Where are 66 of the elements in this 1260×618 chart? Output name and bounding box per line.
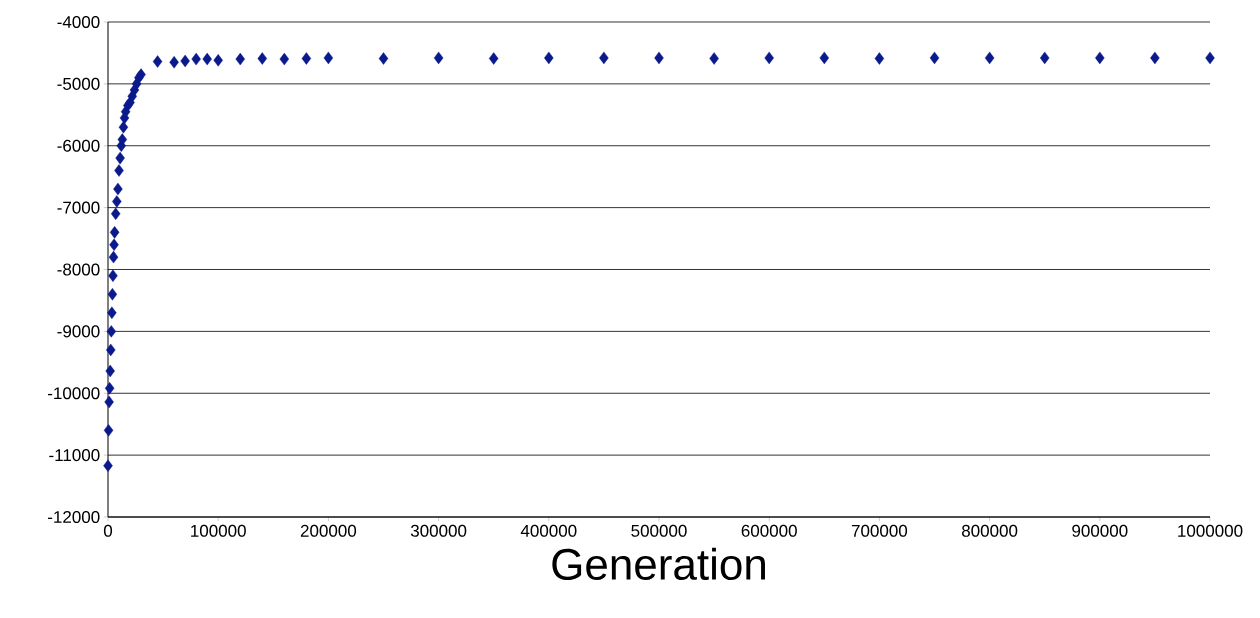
point: [103, 459, 113, 472]
point: [105, 364, 115, 378]
point: [202, 52, 212, 66]
x-tick-label: 100000: [191, 524, 246, 537]
point: [984, 51, 995, 65]
point: [169, 56, 179, 69]
point: [764, 51, 774, 65]
y-tick-label: -5000: [57, 77, 100, 90]
x-tick-label: 700000: [851, 524, 908, 537]
x-tick-label: 800000: [961, 524, 1018, 537]
point: [279, 52, 290, 66]
y-tick-label: -7000: [57, 201, 100, 214]
point: [180, 54, 190, 68]
x-tick-label: 0: [103, 524, 113, 537]
y-tick-label: -4000: [57, 15, 100, 29]
point: [152, 55, 163, 68]
y-tick-label: -6000: [57, 139, 100, 152]
point: [235, 52, 245, 66]
x-tick-label: 500000: [631, 524, 687, 537]
point: [191, 52, 201, 66]
point: [114, 164, 124, 177]
x-tick-label: 200000: [300, 524, 357, 537]
x-tick-label: 1000000: [1178, 524, 1243, 537]
y-tick-label: -11000: [49, 449, 100, 462]
point: [213, 54, 223, 67]
point: [433, 51, 444, 65]
point: [104, 382, 115, 395]
point: [819, 51, 830, 65]
point: [1150, 51, 1160, 65]
x-tick-label: 900000: [1072, 524, 1128, 537]
point: [301, 52, 312, 65]
point: [654, 51, 664, 65]
point: [113, 182, 123, 196]
point: [874, 52, 885, 65]
point: [111, 207, 121, 221]
point: [112, 195, 122, 208]
y-tick-label: -8000: [57, 263, 100, 276]
point: [257, 52, 267, 65]
point: [115, 151, 125, 165]
point: [103, 424, 114, 437]
y-tick-label: -10000: [48, 387, 100, 400]
point: [107, 288, 118, 301]
point: [104, 395, 114, 409]
point: [1095, 51, 1105, 65]
x-tick-label: 600000: [741, 524, 797, 537]
point: [109, 226, 120, 239]
point: [1205, 51, 1215, 65]
point: [108, 250, 119, 264]
x-tick-label: 400000: [520, 524, 577, 537]
point: [709, 52, 719, 65]
point: [378, 52, 389, 65]
x-axis-title: Generation: [552, 547, 765, 581]
point: [929, 51, 940, 65]
point: [109, 238, 119, 251]
point: [108, 269, 118, 282]
point: [1040, 51, 1050, 65]
point: [599, 51, 609, 65]
point: [323, 51, 334, 65]
y-tick-label: -9000: [57, 325, 100, 338]
x-tick-label: 300000: [410, 524, 467, 537]
point: [107, 306, 117, 320]
point: [544, 51, 554, 65]
point: [106, 343, 116, 357]
point: [489, 52, 499, 65]
point: [106, 325, 116, 338]
y-tick-label: -12000: [48, 510, 100, 524]
